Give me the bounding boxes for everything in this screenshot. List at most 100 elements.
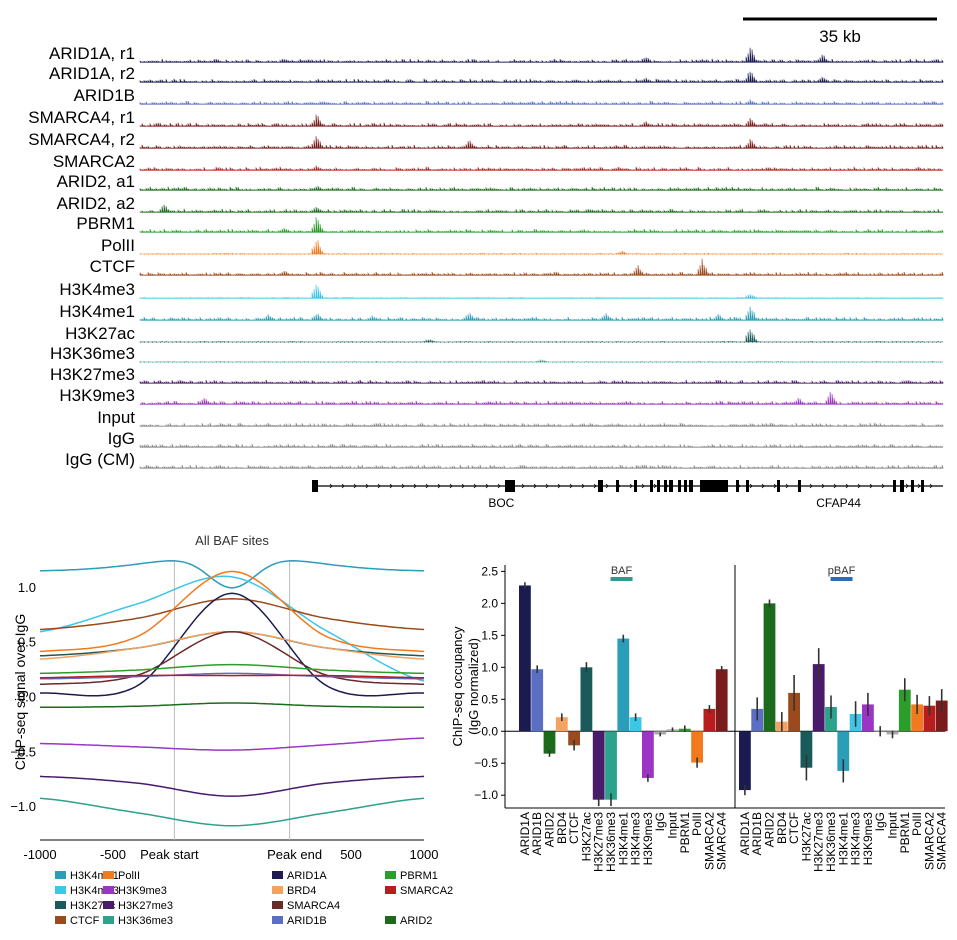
gene-strand-arrow xyxy=(701,483,705,489)
track-signal xyxy=(139,99,944,105)
gene-strand-arrow xyxy=(473,483,477,489)
gene-strand-arrow xyxy=(449,483,453,489)
gene-strand-arrow xyxy=(785,483,789,489)
profile-line-arid1a xyxy=(39,592,425,697)
x-tick-label: H3K4me3 xyxy=(629,812,643,866)
profile-line-polii xyxy=(39,570,425,653)
signal-profile-panel: All BAF sites -1000 -500 Peak start Peak end… xyxy=(10,533,438,862)
x-tick-label: H3K9me3 xyxy=(861,812,875,866)
gene-strand-arrow xyxy=(365,483,369,489)
bar-arid1a xyxy=(519,585,531,732)
x-tick-label: H3K27me3 xyxy=(592,812,606,872)
track-signal xyxy=(139,464,944,469)
track-label: PolII xyxy=(101,236,135,255)
profile-line-h3k27ac xyxy=(39,630,425,657)
gene-strand-arrow xyxy=(461,483,465,489)
bar-h3k4me1 xyxy=(617,638,630,732)
legend-swatch xyxy=(103,916,114,924)
bar-h3k27ac xyxy=(580,667,593,732)
bar-brd4 xyxy=(555,717,568,732)
track-label: IgG xyxy=(108,429,135,448)
gene-strand-arrow xyxy=(845,483,849,489)
gene-strand-arrow xyxy=(329,483,333,489)
gene-strand-arrow xyxy=(641,483,645,489)
gene-strand-arrow xyxy=(629,483,633,489)
gene-strand-arrow xyxy=(581,483,585,489)
profile-line-ctcf xyxy=(39,598,425,631)
gene-strand-arrow xyxy=(929,483,933,489)
gene-strand-arrow xyxy=(569,483,573,489)
bar-h3k36me3 xyxy=(605,731,617,800)
gene-strand-arrow xyxy=(665,483,669,489)
y-tick-label: −1.0 xyxy=(474,788,498,802)
x-tick-label: 1000 xyxy=(410,847,439,862)
gene-strand-arrow xyxy=(761,483,765,489)
track-signal xyxy=(139,379,944,384)
x-tick-label: PolII xyxy=(910,812,924,836)
track-label: ARID2, a1 xyxy=(57,172,135,191)
gene-strand-arrow xyxy=(617,483,621,489)
y-axis-label: ChIP-seq occupancy xyxy=(450,626,465,746)
bar-h3k9me3 xyxy=(862,704,874,732)
gene-strand-arrow xyxy=(737,483,741,489)
profile-line-h3k36me3 xyxy=(39,797,425,827)
bar-pbrm1 xyxy=(898,689,911,732)
y-tick-label: 1.5 xyxy=(481,628,498,642)
gene-strand-arrow xyxy=(905,483,909,489)
gene-strand-arrow xyxy=(557,483,561,489)
profile-line-smarca4 xyxy=(39,630,425,686)
x-tick-label: H3K27ac xyxy=(579,812,593,861)
x-tick-label: -1000 xyxy=(23,847,56,862)
x-tick-label: BRD4 xyxy=(555,812,569,844)
profile-line-h3k4me3 xyxy=(39,575,425,682)
track-signal xyxy=(139,71,944,83)
legend-swatch xyxy=(385,886,396,894)
y-axis-label: ChIP-seq signal over IgG xyxy=(12,614,28,770)
x-tick-label: BRD4 xyxy=(775,812,789,844)
y-tick-label: 0.0 xyxy=(481,724,498,738)
x-tick-label: ARID1A xyxy=(738,812,752,855)
occupancy-bar-panel: −1.0 −0.5 0.0 0.5 1.0 1.5 2.0 2.5 ChIP-seq occup… xyxy=(450,564,949,872)
gene-strand-arrow xyxy=(713,483,717,489)
bar-arid1a xyxy=(739,731,751,791)
x-tick-label: H3K36me3 xyxy=(824,812,838,872)
bar-arid1b xyxy=(531,669,544,732)
bar-h3k9me3 xyxy=(642,731,654,778)
x-tick-label: Input xyxy=(886,811,900,838)
gene-exon xyxy=(650,480,653,492)
bar-h3k27me3 xyxy=(812,664,825,732)
y-tick-label: 2.5 xyxy=(481,564,498,578)
x-tick-label: ARID2 xyxy=(543,812,557,848)
track-label: CTCF xyxy=(90,257,135,276)
gene-strand-arrow xyxy=(437,483,441,489)
gene-strand-arrow xyxy=(833,483,837,489)
profile-line-h3k4me1 xyxy=(39,560,425,589)
gene-strand-arrow xyxy=(725,483,729,489)
track-signal xyxy=(139,443,944,448)
gene-strand-arrow xyxy=(497,483,501,489)
x-tick-label: PBRM1 xyxy=(898,812,912,854)
gene-strand-arrow xyxy=(689,483,693,489)
legend-swatch xyxy=(272,901,283,909)
gene-strand-arrow xyxy=(341,483,345,489)
gene-strand-arrow xyxy=(533,483,537,489)
y-tick-label: 0.5 xyxy=(481,692,498,706)
x-tick-label: ARID1B xyxy=(530,812,544,855)
gene-strand-arrow xyxy=(413,483,417,489)
legend-label: PolII xyxy=(118,870,140,882)
gene-exon xyxy=(657,480,660,492)
track-label: SMARCA2 xyxy=(53,152,135,171)
x-tick-label: H3K4me3 xyxy=(849,812,863,866)
y-tick-label: 2.0 xyxy=(481,596,498,610)
y-tick-label: 0.0 xyxy=(18,689,36,704)
gene-exon xyxy=(312,480,318,492)
profile-line-smarca2 xyxy=(40,674,424,679)
bar-ctcf xyxy=(788,692,800,732)
x-tick-label: H3K4me1 xyxy=(836,812,850,866)
bar-arid2 xyxy=(763,603,776,732)
track-signal xyxy=(139,422,944,427)
gene-exon xyxy=(684,480,687,492)
gene-strand-arrow xyxy=(401,483,405,489)
gene-strand-arrow xyxy=(605,483,609,489)
track-signal xyxy=(139,136,944,149)
